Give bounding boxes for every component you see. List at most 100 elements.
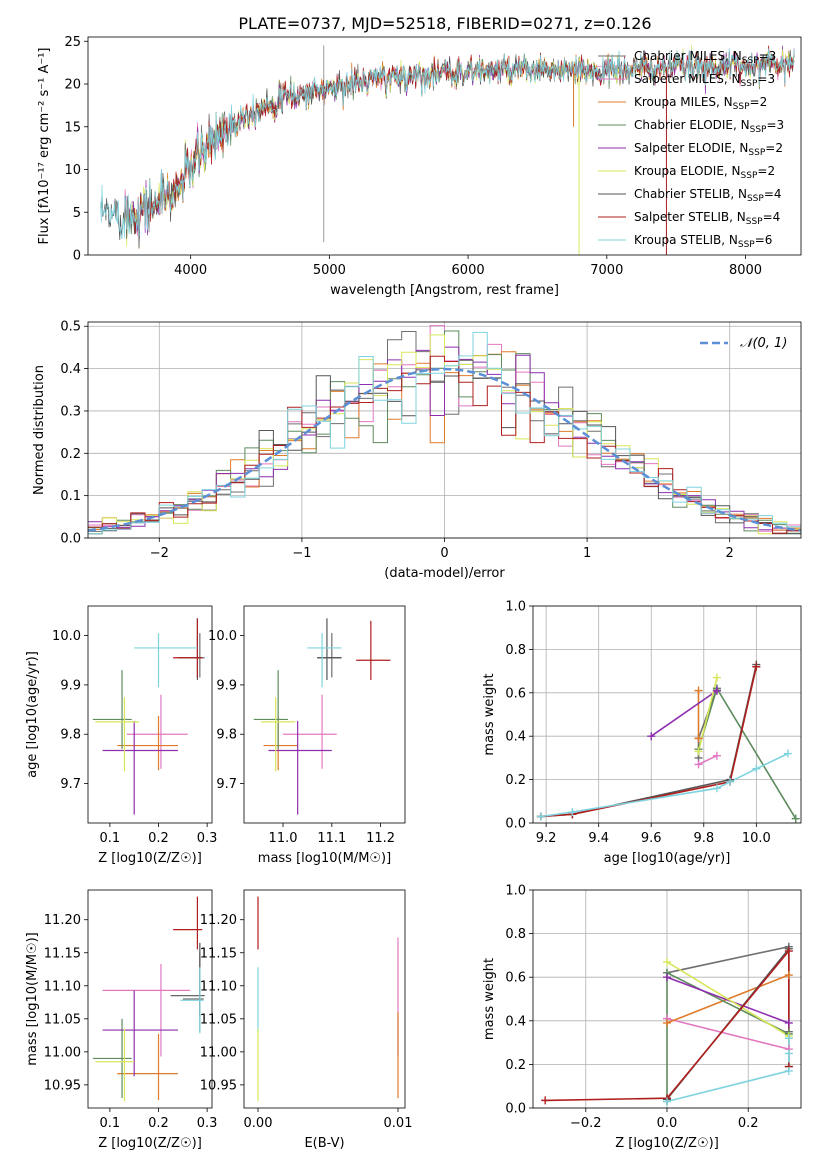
x-tick-label: 0.2 bbox=[148, 831, 169, 846]
y-tick-label: 15 bbox=[64, 120, 81, 135]
x-tick-label: 0.2 bbox=[738, 1116, 759, 1131]
x-axis-label: (data-model)/error bbox=[384, 566, 505, 581]
x-tick-label: 0.01 bbox=[384, 1116, 413, 1131]
mass-weight-marker bbox=[536, 812, 545, 821]
y-tick-label: 0.0 bbox=[505, 817, 526, 832]
figure-title: PLATE=0737, MJD=52518, FIBERID=0271, z=0… bbox=[238, 14, 651, 33]
legend-label: Chabrier MILES, NSSP=3 bbox=[634, 49, 776, 66]
x-tick-label: 4000 bbox=[174, 263, 207, 278]
mass-weight-line bbox=[666, 976, 790, 1024]
y-axis-label: mass weight bbox=[482, 958, 497, 1040]
mass-weight-vs-metallicity-panel: −0.2 0.0 0.2 0.0 0.2 0.4 0.6 0.8 1.0 Z [log10(Z/Z… bbox=[482, 884, 802, 1151]
x-tick-label: 11.1 bbox=[317, 831, 346, 846]
mass-weight-vs-age-panel: 9.2 9.4 9.6 9.8 10.0 0.0 0.2 0.4 0.6 0.8 1.0 age [l… bbox=[482, 600, 802, 866]
y-tick-label: 11.20 bbox=[44, 913, 81, 928]
y-tick-label: 0.5 bbox=[60, 320, 81, 335]
mass-weight-marker bbox=[784, 1018, 793, 1027]
mass-weight-marker bbox=[784, 971, 793, 980]
y-tick-label: 0.8 bbox=[505, 643, 526, 658]
plot-area bbox=[88, 325, 801, 535]
mass-weight-line bbox=[666, 1017, 789, 1050]
x-tick-label: −0.2 bbox=[570, 1116, 602, 1131]
mass-weight-marker bbox=[712, 686, 721, 695]
x-axis-label: wavelength [Angstrom, rest frame] bbox=[330, 283, 559, 298]
mass-weight-marker bbox=[647, 732, 656, 741]
y-tick-label: 0.2 bbox=[505, 773, 526, 788]
x-tick-label: 9.8 bbox=[693, 831, 714, 846]
mass-weight-marker bbox=[694, 760, 703, 769]
y-tick-label: 0.2 bbox=[60, 447, 81, 462]
spectrum-line bbox=[100, 48, 795, 240]
legend-label: Chabrier ELODIE, NSSP=3 bbox=[634, 118, 784, 135]
mass-weight-marker bbox=[663, 1018, 671, 1027]
mass-weight-marker bbox=[541, 1096, 550, 1105]
axes-frame bbox=[87, 36, 802, 256]
y-tick-label: 11.10 bbox=[200, 979, 237, 994]
plot-area bbox=[540, 664, 797, 820]
y-axis-label: mass [log10(M/M☉)] bbox=[25, 932, 40, 1065]
y-tick-label: 10.95 bbox=[200, 1078, 237, 1093]
mass-vs-extinction-panel: 0.00 0.01 10.95 11.00 11.05 11.10 11.15 11.20 E(… bbox=[200, 889, 413, 1151]
x-tick-label: −2 bbox=[150, 546, 169, 561]
y-tick-label: 10 bbox=[64, 163, 81, 178]
legend-label: Salpeter ELODIE, NSSP=2 bbox=[634, 141, 783, 158]
mass-weight-line bbox=[666, 945, 790, 1032]
plot-area bbox=[253, 618, 391, 815]
mass-weight-marker bbox=[783, 749, 792, 758]
x-tick-label: 8000 bbox=[729, 263, 762, 278]
x-axis-label: E(B-V) bbox=[304, 1136, 344, 1151]
gaussian-legend-label: 𝒩(0, 1) bbox=[740, 336, 787, 351]
x-axis-label: age [log10(age/yr)] bbox=[604, 851, 731, 866]
axes-frame bbox=[532, 605, 802, 824]
mass-weight-line bbox=[540, 664, 758, 818]
mass-weight-line bbox=[540, 666, 758, 818]
y-tick-label: 9.9 bbox=[60, 678, 81, 693]
y-tick-label: 0.6 bbox=[505, 686, 526, 701]
y-tick-label: 0.3 bbox=[60, 404, 81, 419]
x-tick-label: 0 bbox=[440, 546, 448, 561]
x-tick-label: 9.2 bbox=[536, 831, 557, 846]
mass-weight-marker bbox=[784, 947, 793, 956]
x-tick-label: 1 bbox=[583, 546, 591, 561]
y-tick-label: 0.2 bbox=[505, 1058, 526, 1073]
x-tick-label: 0.2 bbox=[148, 1116, 169, 1131]
mass-weight-marker bbox=[694, 686, 703, 695]
axes-frame bbox=[87, 889, 213, 1109]
legend-label: Salpeter STELIB, NSSP=4 bbox=[634, 210, 780, 227]
plot-area bbox=[92, 896, 205, 1102]
y-tick-label: 0.4 bbox=[60, 362, 81, 377]
y-tick-label: 9.7 bbox=[60, 777, 81, 792]
mass-weight-marker bbox=[784, 1034, 793, 1043]
plot-area bbox=[92, 618, 205, 815]
legend-label: Kroupa ELODIE, NSSP=2 bbox=[634, 164, 775, 181]
y-tick-label: 11.00 bbox=[200, 1045, 237, 1060]
x-tick-label: 9.4 bbox=[588, 831, 609, 846]
legend-label: Salpeter MILES, NSSP=3 bbox=[634, 72, 775, 89]
x-tick-label: 0.1 bbox=[100, 1116, 121, 1131]
y-tick-label: 11.05 bbox=[200, 1012, 237, 1027]
x-tick-label: 6000 bbox=[452, 263, 485, 278]
y-tick-label: 0.4 bbox=[505, 1014, 526, 1029]
y-tick-label: 11.15 bbox=[44, 946, 81, 961]
mass-weight-marker bbox=[712, 751, 721, 760]
y-tick-label: 11.20 bbox=[200, 913, 237, 928]
y-tick-label: 10.0 bbox=[208, 629, 237, 644]
mass-weight-marker bbox=[712, 673, 721, 682]
mass-weight-marker bbox=[726, 777, 735, 786]
y-tick-label: 10.0 bbox=[52, 629, 81, 644]
mass-weight-line bbox=[666, 1038, 790, 1103]
y-tick-label: 11.15 bbox=[200, 946, 237, 961]
spectrum-panel: 4000 5000 6000 7000 8000 0 5 10 15 20 25 wavelength… bbox=[37, 35, 802, 298]
axes-frame bbox=[87, 605, 213, 824]
y-axis-label: age [log10(age/yr)] bbox=[25, 651, 40, 778]
mass-weight-marker bbox=[663, 957, 671, 966]
residual-histogram bbox=[88, 355, 801, 534]
mass-weight-marker bbox=[568, 808, 577, 817]
y-tick-label: 0 bbox=[73, 249, 81, 264]
y-tick-label: 0.0 bbox=[505, 1102, 526, 1117]
x-tick-label: 0.3 bbox=[197, 831, 218, 846]
x-axis-label: Z [log10(Z/Z☉)] bbox=[615, 1136, 719, 1151]
axes-frame bbox=[243, 889, 406, 1109]
x-tick-label: 0.3 bbox=[197, 1116, 218, 1131]
